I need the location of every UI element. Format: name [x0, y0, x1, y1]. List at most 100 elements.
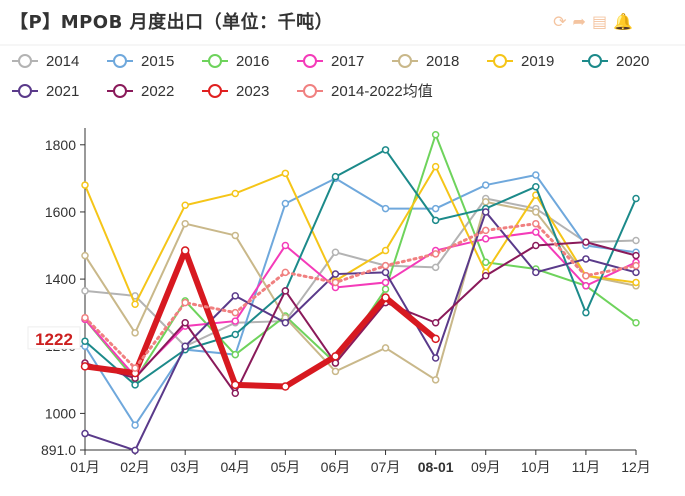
data-point[interactable] — [181, 201, 189, 209]
data-point[interactable] — [532, 171, 540, 179]
legend-item[interactable]: 2023 — [202, 83, 269, 100]
data-point[interactable] — [582, 271, 590, 280]
data-point[interactable] — [481, 235, 490, 243]
data-point[interactable] — [532, 268, 540, 277]
data-point[interactable] — [331, 270, 340, 278]
data-point[interactable] — [231, 308, 240, 317]
data-point[interactable] — [481, 226, 490, 235]
data-point[interactable] — [181, 318, 189, 327]
data-point[interactable] — [331, 367, 340, 376]
data-point[interactable] — [532, 219, 540, 228]
data-point[interactable] — [381, 278, 390, 287]
data-point[interactable] — [632, 236, 640, 245]
legend-item[interactable]: 2016 — [202, 53, 269, 70]
data-point[interactable] — [381, 246, 390, 255]
legend-item[interactable]: 2014-2022均值 — [297, 83, 433, 100]
data-point[interactable] — [481, 198, 490, 206]
data-point[interactable] — [582, 255, 590, 263]
data-point[interactable] — [181, 342, 189, 350]
data-point[interactable] — [180, 246, 190, 255]
data-point[interactable] — [281, 199, 290, 208]
data-point[interactable] — [532, 228, 540, 236]
data-point[interactable] — [381, 146, 390, 154]
data-point[interactable] — [231, 189, 240, 198]
data-point[interactable] — [431, 376, 440, 384]
data-point[interactable] — [131, 300, 139, 309]
data-point[interactable] — [532, 208, 540, 216]
data-point[interactable] — [431, 250, 440, 258]
data-point[interactable] — [331, 248, 340, 256]
data-point[interactable] — [632, 278, 640, 287]
data-point[interactable] — [431, 334, 440, 344]
data-point[interactable] — [281, 268, 290, 277]
data-point[interactable] — [81, 429, 89, 438]
bell-icon[interactable]: 🔔 — [613, 12, 633, 31]
data-point[interactable] — [431, 130, 440, 139]
data-point[interactable] — [231, 380, 240, 390]
data-point[interactable] — [131, 364, 139, 372]
data-point[interactable] — [431, 318, 440, 327]
data-point[interactable] — [381, 261, 390, 270]
data-point[interactable] — [431, 162, 440, 171]
data-point[interactable] — [281, 287, 290, 295]
legend-item[interactable]: 2022 — [107, 83, 174, 100]
data-point[interactable] — [481, 271, 490, 280]
data-point[interactable] — [331, 352, 340, 361]
data-point[interactable] — [381, 285, 390, 293]
data-point[interactable] — [81, 251, 89, 260]
data-point[interactable] — [81, 181, 89, 189]
legend-item[interactable]: 2018 — [392, 53, 459, 70]
share-icon[interactable]: ➦ — [572, 12, 586, 31]
data-point[interactable] — [231, 231, 240, 240]
data-point[interactable] — [532, 183, 540, 191]
data-point[interactable] — [381, 293, 390, 302]
data-point[interactable] — [81, 313, 89, 322]
data-point[interactable] — [431, 354, 440, 362]
legend-item[interactable]: 2020 — [582, 53, 649, 70]
data-point[interactable] — [632, 261, 640, 270]
data-point[interactable] — [431, 204, 440, 213]
data-point[interactable] — [381, 268, 390, 277]
data-point[interactable] — [131, 446, 139, 455]
save-icon[interactable]: ▤ — [591, 12, 608, 31]
data-point[interactable] — [331, 278, 340, 287]
data-point[interactable] — [81, 337, 89, 345]
data-point[interactable] — [231, 292, 240, 300]
data-point[interactable] — [582, 282, 590, 290]
data-point[interactable] — [481, 208, 490, 216]
data-point[interactable] — [281, 169, 290, 178]
data-point[interactable] — [81, 287, 89, 295]
data-point[interactable] — [281, 318, 290, 327]
data-point[interactable] — [131, 421, 139, 429]
data-point[interactable] — [632, 318, 640, 327]
data-point[interactable] — [381, 204, 390, 213]
data-point[interactable] — [231, 330, 240, 339]
legend-item[interactable]: 2019 — [487, 53, 554, 70]
data-point[interactable] — [582, 238, 590, 246]
data-point[interactable] — [131, 381, 139, 389]
data-point[interactable] — [481, 258, 490, 267]
data-point[interactable] — [632, 194, 640, 203]
legend-item[interactable]: 2015 — [107, 53, 174, 70]
refresh-icon[interactable]: ⟳ — [553, 12, 567, 31]
data-point[interactable] — [431, 216, 440, 225]
legend-item[interactable]: 2021 — [12, 83, 79, 100]
legend-item[interactable]: 2017 — [297, 53, 364, 70]
legend-item[interactable]: 2014 — [12, 53, 79, 70]
data-point[interactable] — [231, 317, 240, 325]
data-point[interactable] — [632, 268, 640, 277]
data-point[interactable] — [632, 251, 640, 260]
data-point[interactable] — [131, 329, 139, 337]
data-point[interactable] — [532, 241, 540, 250]
data-point[interactable] — [431, 263, 440, 272]
data-point[interactable] — [331, 172, 340, 181]
data-point[interactable] — [231, 350, 240, 359]
data-point[interactable] — [231, 389, 240, 398]
data-point[interactable] — [281, 382, 290, 391]
data-point[interactable] — [582, 308, 590, 317]
data-point[interactable] — [181, 219, 189, 228]
data-point[interactable] — [381, 344, 390, 352]
data-point[interactable] — [481, 181, 490, 189]
data-point[interactable] — [80, 362, 90, 371]
data-point[interactable] — [181, 298, 189, 307]
